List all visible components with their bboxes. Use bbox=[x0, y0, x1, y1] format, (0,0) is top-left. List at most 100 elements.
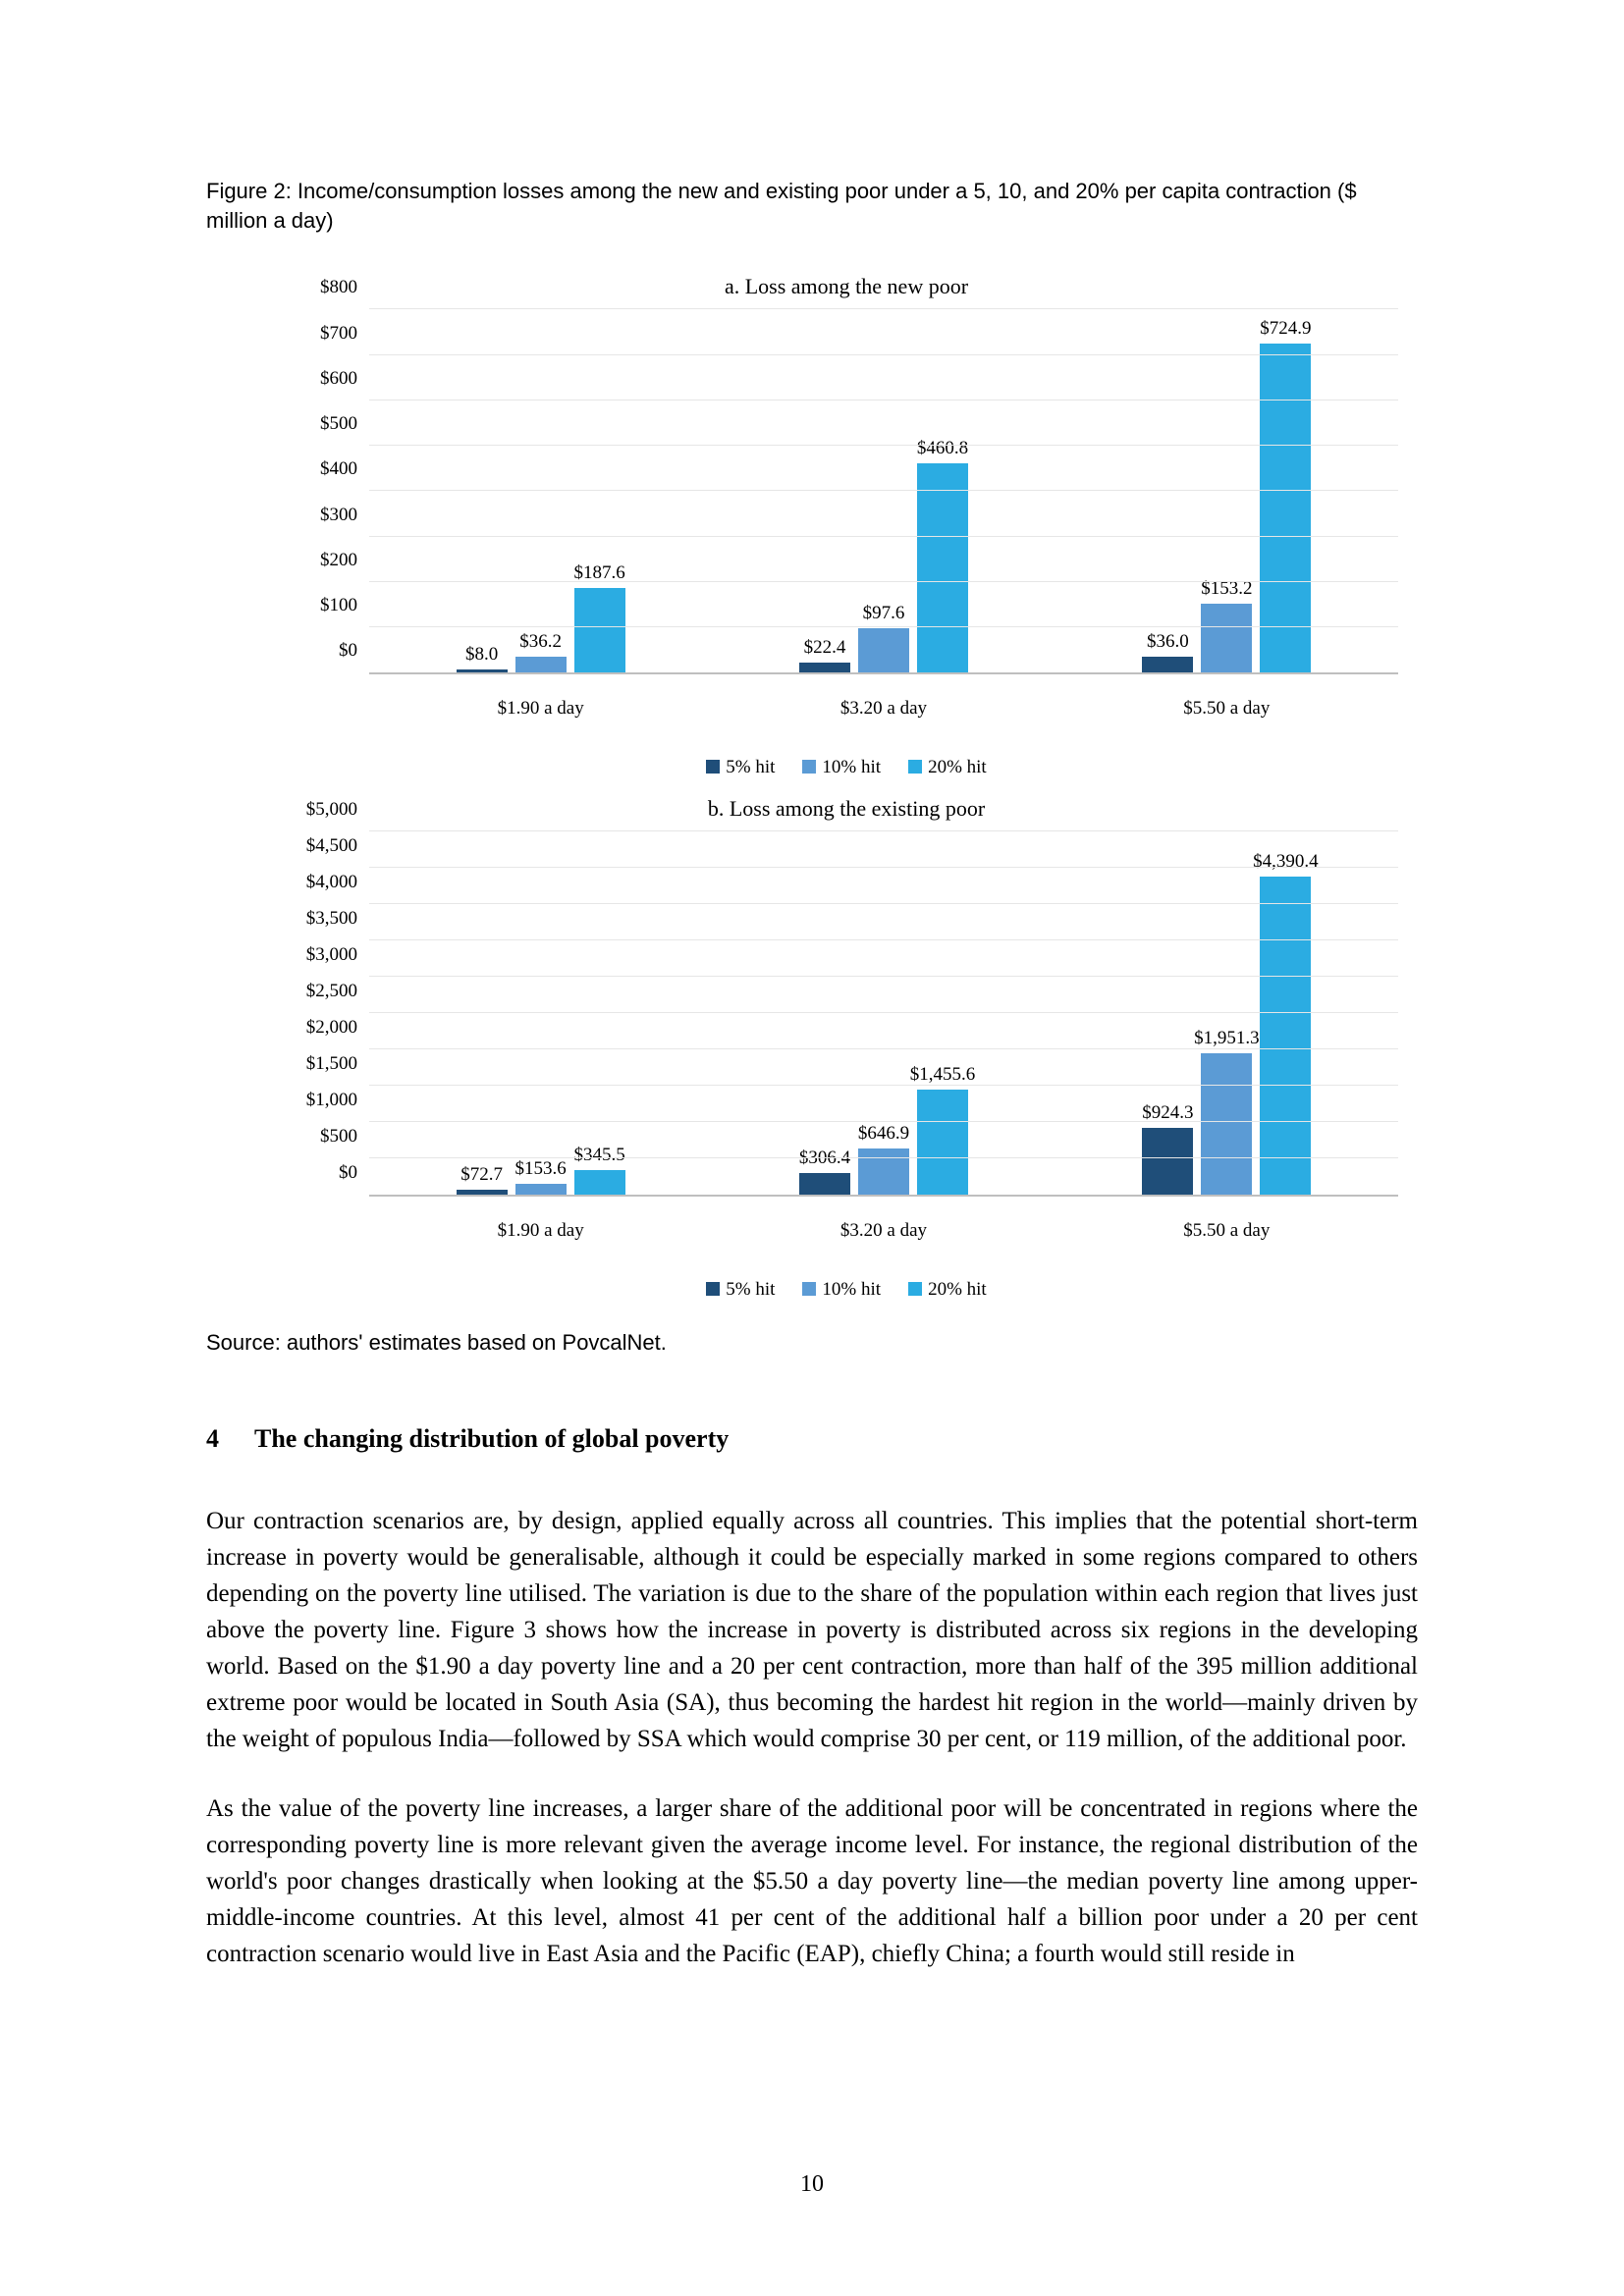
y-tick-label: $600 bbox=[320, 368, 357, 390]
y-tick-label: $700 bbox=[320, 323, 357, 345]
grid-line bbox=[369, 308, 1398, 309]
legend-swatch bbox=[802, 1282, 816, 1296]
bar-value-label: $345.5 bbox=[574, 1145, 625, 1166]
legend-item: 10% hit bbox=[802, 757, 881, 778]
bar-value-label: $36.2 bbox=[519, 631, 562, 653]
bar: $187.6 bbox=[574, 588, 625, 673]
legend-swatch bbox=[908, 760, 922, 774]
legend-swatch bbox=[802, 760, 816, 774]
y-tick-label: $200 bbox=[320, 550, 357, 571]
bar-value-label: $36.0 bbox=[1147, 631, 1189, 653]
grid-line bbox=[369, 1121, 1398, 1122]
chart-b: $0$500$1,000$1,500$2,000$2,500$3,000$3,5… bbox=[275, 831, 1418, 1244]
y-tick-label: $4,000 bbox=[306, 872, 357, 893]
y-tick-label: $1,000 bbox=[306, 1090, 357, 1111]
bar: $306.4 bbox=[799, 1173, 850, 1196]
y-tick-label: $800 bbox=[320, 277, 357, 298]
x-tick-label: $3.20 a day bbox=[712, 692, 1055, 721]
grid-line bbox=[369, 976, 1398, 977]
grid-line bbox=[369, 1048, 1398, 1049]
bar-group: $8.0 $36.2 $187.6 bbox=[369, 309, 712, 672]
bar: $724.9 bbox=[1260, 344, 1311, 672]
bar-value-label: $8.0 bbox=[465, 644, 498, 666]
legend-swatch bbox=[706, 1282, 720, 1296]
grid-line bbox=[369, 1085, 1398, 1086]
chart-b-title: b. Loss among the existing poor bbox=[275, 796, 1418, 822]
page: Figure 2: Income/consumption losses amon… bbox=[0, 0, 1624, 2296]
chart-a-x-labels: $1.90 a day$3.20 a day$5.50 a day bbox=[369, 692, 1398, 721]
source-note: Source: authors' estimates based on Povc… bbox=[206, 1330, 1418, 1356]
x-tick-label: $1.90 a day bbox=[369, 1214, 712, 1244]
bar: $36.2 bbox=[515, 657, 567, 673]
bar: $72.7 bbox=[457, 1190, 508, 1195]
y-tick-label: $4,500 bbox=[306, 835, 357, 857]
section-heading: 4 The changing distribution of global po… bbox=[206, 1424, 1418, 1454]
y-tick-label: $1,500 bbox=[306, 1053, 357, 1075]
bar: $22.4 bbox=[799, 663, 850, 672]
bar-value-label: $22.4 bbox=[804, 637, 846, 659]
legend-swatch bbox=[706, 760, 720, 774]
bar: $924.3 bbox=[1142, 1128, 1193, 1195]
bar: $8.0 bbox=[457, 669, 508, 673]
chart-b-legend: 5% hit10% hit20% hit bbox=[275, 1279, 1418, 1301]
bar: $153.6 bbox=[515, 1184, 567, 1195]
bar-value-label: $1,951.3 bbox=[1194, 1028, 1260, 1049]
legend-item: 5% hit bbox=[706, 1279, 775, 1301]
bar: $1,951.3 bbox=[1201, 1053, 1252, 1195]
page-number: 10 bbox=[0, 2171, 1624, 2198]
chart-a-plot: $8.0$36.2$187.6$22.4$97.6$460.8$36.0$153… bbox=[369, 309, 1398, 674]
bar: $1,455.6 bbox=[917, 1090, 968, 1196]
y-tick-label: $5,000 bbox=[306, 799, 357, 821]
chart-b-container: b. Loss among the existing poor $0 $500 $1… bbox=[275, 796, 1418, 1301]
legend-item: 20% hit bbox=[908, 1279, 987, 1301]
legend-swatch bbox=[908, 1282, 922, 1296]
y-tick-label: $2,500 bbox=[306, 981, 357, 1002]
y-tick-label: $500 bbox=[320, 1126, 357, 1148]
x-tick-label: $5.50 a day bbox=[1056, 692, 1398, 721]
y-tick-label: $2,000 bbox=[306, 1017, 357, 1039]
grid-line bbox=[369, 1012, 1398, 1013]
bar: $97.6 bbox=[858, 628, 909, 672]
bar-group: $22.4$97.6$460.8 bbox=[712, 309, 1055, 672]
figure-caption: Figure 2: Income/consumption losses amon… bbox=[206, 177, 1418, 235]
content-area: Figure 2: Income/consumption losses amon… bbox=[206, 177, 1418, 2005]
y-tick-label: $100 bbox=[320, 595, 357, 616]
bar-value-label: $153.6 bbox=[515, 1158, 567, 1180]
grid-line bbox=[369, 354, 1398, 355]
bar-value-label: $4,390.4 bbox=[1253, 851, 1319, 873]
grid-line bbox=[369, 939, 1398, 940]
y-tick-label: $300 bbox=[320, 505, 357, 526]
x-tick-label: $1.90 a day bbox=[369, 692, 712, 721]
y-tick-label: $3,000 bbox=[306, 944, 357, 966]
bar-value-label: $724.9 bbox=[1260, 318, 1311, 340]
chart-b-plot: $72.7 $153.6 $345.5 $306.4 $646.9 $1,455.6 $92… bbox=[369, 831, 1398, 1197]
section-title: The changing distribution of global pove… bbox=[254, 1424, 729, 1454]
chart-a-title: a. Loss among the new poor bbox=[275, 274, 1418, 299]
bar-group: $36.0$153.2$724.9 bbox=[1056, 309, 1398, 672]
y-tick-label: $0 bbox=[339, 640, 357, 662]
grid-line bbox=[369, 445, 1398, 446]
y-tick-label: $0 bbox=[339, 1162, 357, 1184]
chart-a-bars: $8.0$36.2$187.6$22.4$97.6$460.8$36.0$153… bbox=[369, 309, 1398, 672]
body-paragraph: As the value of the poverty line increas… bbox=[206, 1790, 1418, 1972]
chart-a-y-axis: $0$100$200$300$400$500$600$700$800 bbox=[275, 309, 363, 672]
chart-b-y-axis: $0$500$1,000$1,500$2,000$2,500$3,000$3,5… bbox=[275, 831, 363, 1195]
bar-value-label: $460.8 bbox=[917, 438, 968, 459]
legend-item: 5% hit bbox=[706, 757, 775, 778]
chart-a-container: a. Loss among the new poor $0 $100 $200 $30… bbox=[275, 274, 1418, 778]
legend-item: 20% hit bbox=[908, 757, 987, 778]
bar-value-label: $646.9 bbox=[858, 1123, 909, 1145]
bar: $153.2 bbox=[1201, 604, 1252, 673]
grid-line bbox=[369, 867, 1398, 868]
grid-line bbox=[369, 626, 1398, 627]
bar-group: $72.7 $153.6 $345.5 bbox=[369, 831, 712, 1195]
bar-value-label: $72.7 bbox=[460, 1164, 503, 1186]
bar-value-label: $97.6 bbox=[863, 603, 905, 624]
bar: $460.8 bbox=[917, 463, 968, 672]
grid-line bbox=[369, 1157, 1398, 1158]
chart-a-legend: 5% hit 10% hit 20% hit bbox=[275, 757, 1418, 778]
bar: $345.5 bbox=[574, 1170, 625, 1196]
bar: $36.0 bbox=[1142, 657, 1193, 673]
bar: $4,390.4 bbox=[1260, 877, 1311, 1196]
bar-group: $306.4 $646.9 $1,455.6 bbox=[712, 831, 1055, 1195]
